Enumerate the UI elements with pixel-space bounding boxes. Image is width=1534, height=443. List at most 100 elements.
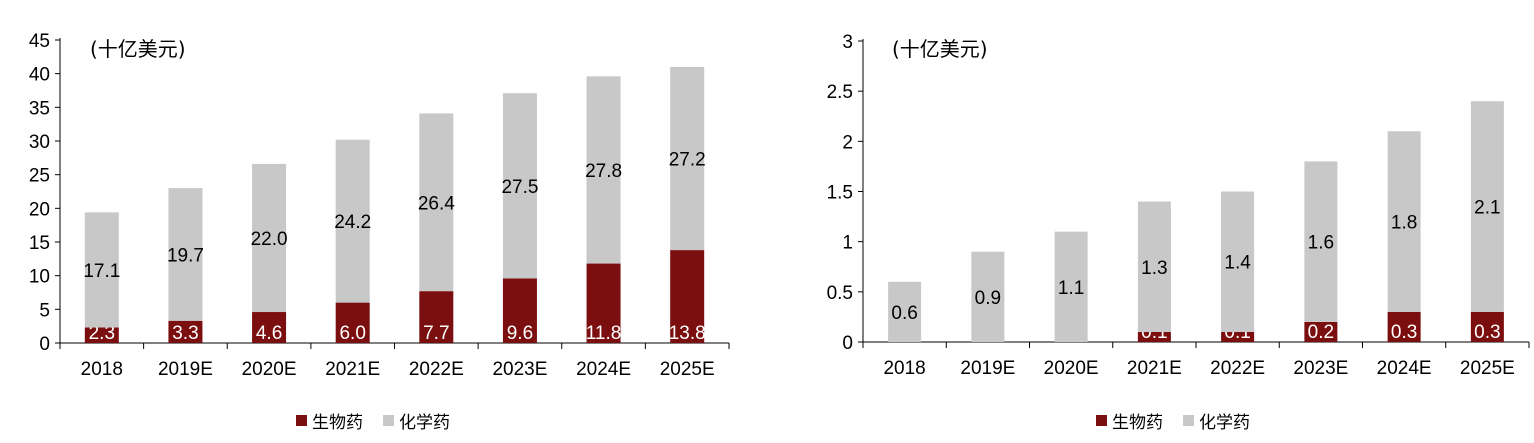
data-label: 27.2 (669, 150, 706, 171)
bar-bio (168, 320, 203, 343)
data-label: 24.2 (334, 212, 371, 233)
legend-swatch-chem (383, 415, 394, 426)
data-label: 11.8 (586, 323, 622, 344)
y-tick-label: 0.5 (827, 283, 853, 304)
bar-chem (1387, 131, 1421, 312)
x-tick-label: 2025E (660, 359, 715, 380)
y-tick-label: 2.5 (827, 82, 853, 103)
data-label: 26.4 (418, 193, 455, 214)
bar-bio (335, 302, 370, 343)
bar-bio (586, 263, 621, 343)
data-label: 7.7 (423, 323, 449, 344)
chart-right: 00.511.522.530.620180.00.92019E0.01.1202… (767, 0, 1534, 443)
x-tick-label: 2021E (325, 359, 380, 380)
y-tick-label: 45 (29, 31, 50, 52)
bar-chem (586, 76, 621, 264)
data-label: 2.3 (89, 323, 115, 344)
legend-label-chem: 化学药 (1199, 413, 1250, 433)
legend-label-chem: 化学药 (399, 413, 450, 433)
legend-swatch-bio (1096, 415, 1107, 426)
bar-bio (1387, 311, 1421, 342)
bar-chem (335, 139, 370, 303)
y-tick-label: 10 (29, 267, 50, 288)
bar-bio (84, 327, 119, 343)
bar-chem (888, 281, 922, 342)
data-label: 1.4 (1224, 253, 1251, 274)
bar-chem (971, 251, 1005, 342)
legend-label-bio: 生物药 (1112, 413, 1163, 433)
data-label: 17.1 (83, 261, 120, 282)
data-label: 0.9 (975, 288, 1001, 309)
legend-swatch-chem (1183, 415, 1194, 426)
data-label: 6.0 (339, 323, 365, 344)
x-tick-label: 2020E (242, 359, 297, 380)
x-tick-label: 2019E (158, 359, 213, 380)
x-tick-label: 2018 (81, 359, 123, 380)
data-label: 0.3 (1391, 322, 1417, 343)
y-tick-label: 0 (39, 334, 50, 355)
data-label: 2.1 (1474, 198, 1500, 219)
bar-chem (1470, 101, 1504, 312)
x-tick-label: 2022E (1210, 358, 1265, 379)
y-tick-label: 15 (29, 233, 50, 254)
data-label: 22.0 (251, 229, 288, 250)
data-label: 0.6 (891, 303, 917, 324)
y-tick-label: 25 (29, 166, 50, 187)
data-label: 0.2 (1308, 322, 1334, 343)
legend-item-chem: 化学药 (383, 408, 450, 433)
y-tick-label: 2 (842, 132, 853, 153)
legend-label-bio: 生物药 (312, 413, 363, 433)
legend-item-bio: 生物药 (1096, 408, 1163, 433)
legend: 生物药 化学药 (296, 408, 464, 433)
data-label: 1.8 (1391, 213, 1417, 234)
bar-chem (1054, 231, 1088, 342)
y-tick-label: 30 (29, 132, 50, 153)
x-tick-label: 2021E (1127, 358, 1182, 379)
legend-swatch-bio (296, 415, 307, 426)
y-tick-label: 0 (842, 333, 853, 354)
bar-bio (1304, 321, 1338, 342)
legend-item-chem: 化学药 (1183, 408, 1250, 433)
x-tick-label: 2018 (883, 358, 925, 379)
data-label: 27.5 (501, 177, 538, 198)
chart-left-plot: 0 5 10 15 20 25 30 35 40 45 2.3 17.1 2018 3.3 19.7 2019… (29, 31, 730, 380)
x-tick-label: 2022E (409, 359, 464, 380)
y-tick-label: 5 (39, 300, 50, 321)
x-tick-label: 2023E (492, 359, 547, 380)
y-tick-label: 20 (29, 199, 50, 220)
bar-bio (419, 291, 454, 343)
bar-bio (1221, 331, 1255, 342)
data-label: 19.7 (167, 245, 204, 266)
data-label: 0.3 (1474, 322, 1500, 343)
y-tick-label: 1 (842, 233, 853, 254)
x-tick-label: 2024E (576, 359, 631, 380)
bar-chem (1304, 161, 1338, 322)
x-tick-label: 2020E (1044, 358, 1099, 379)
bar-bio (1470, 311, 1504, 342)
data-label: 13.8 (669, 323, 706, 344)
y-tick-label: 35 (29, 98, 50, 119)
bar-chem (1221, 191, 1255, 332)
x-tick-label: 2023E (1293, 358, 1348, 379)
chart-left: 0 5 10 15 20 25 30 35 40 45 2.3 17.1 2018 3.3 19.7 2019… (29, 31, 730, 433)
bar-chem (168, 188, 203, 321)
bar-chem (84, 212, 119, 328)
bar-chem (502, 93, 537, 279)
unit-label: (十亿美元) (90, 37, 186, 61)
bar-bio (252, 312, 287, 343)
y-tick-label: 1.5 (827, 183, 853, 204)
x-tick-label: 2025E (1460, 358, 1515, 379)
x-tick-label: 2024E (1377, 358, 1432, 379)
chart-right-plot: 00.511.522.530.620180.00.92019E0.01.1202… (827, 32, 1530, 379)
y-tick-label: 3 (842, 32, 853, 53)
bar-chem (419, 113, 454, 292)
unit-label: (十亿美元) (892, 37, 988, 61)
y-tick-label: 40 (29, 65, 50, 86)
data-label: 1.3 (1141, 258, 1167, 279)
data-label: 4.6 (256, 323, 282, 344)
data-label: 1.6 (1308, 233, 1334, 254)
data-label: 9.6 (507, 323, 533, 344)
data-label: 3.3 (172, 323, 198, 344)
data-label: 1.1 (1058, 278, 1084, 299)
data-label: 27.8 (585, 161, 622, 182)
